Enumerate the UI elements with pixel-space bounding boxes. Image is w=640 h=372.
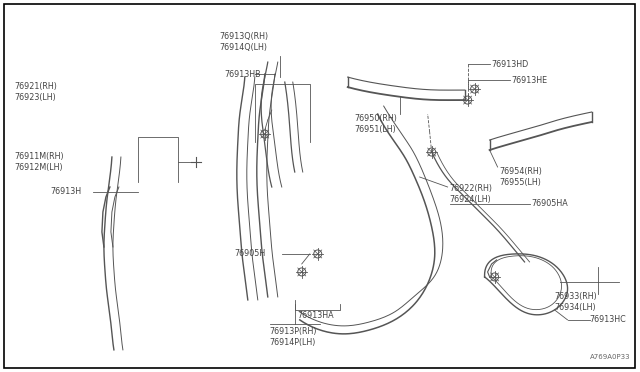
Text: 76905HA: 76905HA: [532, 199, 568, 208]
Text: 76933(RH)
76934(LH): 76933(RH) 76934(LH): [554, 292, 597, 312]
Text: 76911M(RH)
76912M(LH): 76911M(RH) 76912M(LH): [14, 152, 63, 172]
Text: 76950(RH)
76951(LH): 76950(RH) 76951(LH): [355, 114, 397, 134]
Text: 76913HA: 76913HA: [298, 311, 334, 320]
Text: A769A0P33: A769A0P33: [589, 354, 630, 360]
Text: 76913H: 76913H: [50, 187, 81, 196]
Text: 76913Q(RH)
76914Q(LH): 76913Q(RH) 76914Q(LH): [220, 32, 269, 52]
Text: 76913HC: 76913HC: [589, 315, 627, 324]
Text: 76913HB: 76913HB: [225, 70, 262, 78]
Text: 76922(RH)
76924(LH): 76922(RH) 76924(LH): [450, 184, 493, 204]
Text: 76954(RH)
76955(LH): 76954(RH) 76955(LH): [500, 167, 543, 187]
Text: 76905H: 76905H: [235, 250, 266, 259]
Text: 76913HD: 76913HD: [492, 60, 529, 68]
Text: 76913HE: 76913HE: [511, 76, 548, 84]
Text: 76921(RH)
76923(LH): 76921(RH) 76923(LH): [14, 82, 57, 102]
Text: 76913P(RH)
76914P(LH): 76913P(RH) 76914P(LH): [270, 327, 317, 347]
